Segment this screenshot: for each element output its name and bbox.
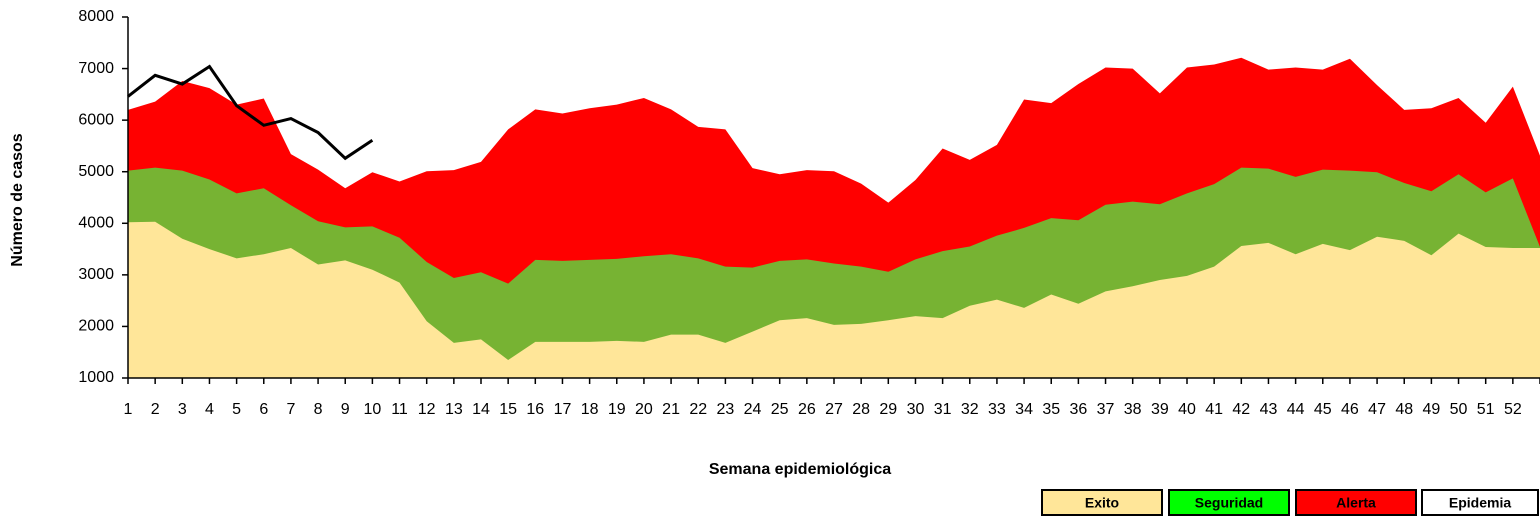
x-tick-label: 51 xyxy=(1477,401,1495,418)
x-tick-label: 35 xyxy=(1042,401,1060,418)
x-tick-label: 46 xyxy=(1341,401,1359,418)
x-tick-label: 50 xyxy=(1450,401,1468,418)
legend-label: Exito xyxy=(1085,495,1119,511)
x-tick-label: 22 xyxy=(689,401,707,418)
legend-label: Epidemia xyxy=(1449,495,1511,511)
x-tick-label: 4 xyxy=(205,401,214,418)
x-tick-label: 3 xyxy=(178,401,187,418)
x-tick-label: 13 xyxy=(445,401,463,418)
x-tick-label: 19 xyxy=(608,401,626,418)
x-tick-label: 33 xyxy=(988,401,1006,418)
x-tick-label: 10 xyxy=(363,401,381,418)
x-tick-label: 17 xyxy=(554,401,572,418)
x-tick-label: 34 xyxy=(1015,401,1033,418)
x-axis-label: Semana epidemiológica xyxy=(709,461,891,478)
x-tick-label: 38 xyxy=(1124,401,1142,418)
x-tick-label: 52 xyxy=(1504,401,1522,418)
x-tick-label: 47 xyxy=(1368,401,1386,418)
x-tick-label: 37 xyxy=(1097,401,1115,418)
x-tick-label: 18 xyxy=(581,401,599,418)
x-tick-label: 26 xyxy=(798,401,816,418)
y-tick-label: 5000 xyxy=(78,163,114,180)
x-tick-label: 16 xyxy=(526,401,544,418)
x-tick-label: 2 xyxy=(151,401,160,418)
x-tick-label: 27 xyxy=(825,401,843,418)
x-tick-label: 41 xyxy=(1205,401,1223,418)
x-tick-label: 36 xyxy=(1069,401,1087,418)
x-tick-label: 8 xyxy=(314,401,323,418)
line xyxy=(127,64,374,161)
x-tick-label: 21 xyxy=(662,401,680,418)
x-tick-label: 1 xyxy=(124,401,133,418)
x-tick-label: 7 xyxy=(286,401,295,418)
legend-swatch xyxy=(1041,489,1163,516)
x-tick-label: 42 xyxy=(1232,401,1250,418)
legend-swatch xyxy=(1168,489,1290,516)
y-tick-label: 4000 xyxy=(78,215,114,232)
y-tick-label: 3000 xyxy=(78,266,114,283)
x-tick-label: 5 xyxy=(232,401,241,418)
y-tick-label: 2000 xyxy=(78,318,114,335)
y-axis-label: Número de casos xyxy=(9,133,26,266)
x-tick-label: 11 xyxy=(391,401,408,418)
y-tick-label: 1000 xyxy=(78,369,114,386)
x-tick-label: 12 xyxy=(418,401,436,418)
x-tick-label: 48 xyxy=(1395,401,1413,418)
x-tick-label: 15 xyxy=(499,401,517,418)
x-tick-label: 9 xyxy=(341,401,350,418)
x-tick-label: 30 xyxy=(907,401,925,418)
y-tick-label: 7000 xyxy=(78,60,114,77)
x-tick-label: 49 xyxy=(1422,401,1440,418)
x-tick-label: 24 xyxy=(744,401,762,418)
x-tick-label: 40 xyxy=(1178,401,1196,418)
x-tick-label: 29 xyxy=(879,401,897,418)
x-tick-label: 31 xyxy=(934,401,952,418)
y-tick-label: 6000 xyxy=(78,111,114,128)
legend-swatch xyxy=(1421,489,1539,516)
legend-label: Seguridad xyxy=(1195,495,1263,511)
x-tick-label: 45 xyxy=(1314,401,1332,418)
x-tick-label: 32 xyxy=(961,401,979,418)
x-tick-label: 28 xyxy=(852,401,870,418)
x-tick-label: 20 xyxy=(635,401,653,418)
legend-swatch xyxy=(1295,489,1417,516)
legend-label: Alerta xyxy=(1336,495,1376,511)
x-tick-label: 25 xyxy=(771,401,789,418)
x-tick-label: 44 xyxy=(1287,401,1305,418)
x-tick-label: 14 xyxy=(472,401,490,418)
x-tick-label: 23 xyxy=(716,401,734,418)
x-tick-label: 39 xyxy=(1151,401,1169,418)
x-tick-label: 43 xyxy=(1260,401,1278,418)
y-tick-label: 8000 xyxy=(78,8,114,25)
area-0 xyxy=(128,221,1540,378)
x-tick-label: 6 xyxy=(259,401,268,418)
